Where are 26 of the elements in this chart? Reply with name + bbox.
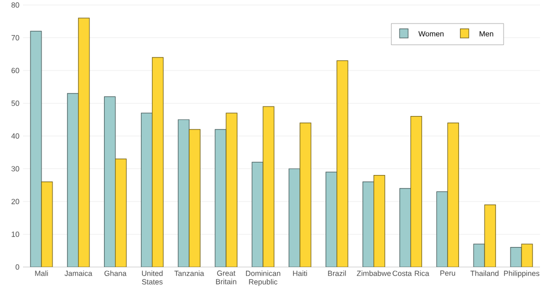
bar bbox=[484, 204, 496, 267]
bar bbox=[115, 158, 127, 267]
bar bbox=[30, 30, 42, 267]
bar bbox=[78, 18, 90, 267]
bar bbox=[226, 112, 238, 267]
bar bbox=[252, 162, 264, 267]
bar bbox=[67, 93, 79, 267]
bar bbox=[104, 96, 116, 267]
bar bbox=[214, 129, 226, 267]
bar bbox=[410, 116, 422, 267]
bar bbox=[152, 57, 164, 267]
bar bbox=[436, 191, 448, 267]
bar bbox=[140, 112, 153, 267]
bar bbox=[374, 175, 386, 267]
bar bbox=[326, 172, 338, 267]
bar bbox=[188, 129, 200, 267]
bar bbox=[178, 119, 190, 267]
bar bbox=[288, 168, 300, 267]
bar bbox=[447, 122, 459, 267]
bar bbox=[300, 122, 312, 267]
bar bbox=[362, 182, 374, 267]
bar bbox=[473, 244, 485, 267]
bar bbox=[262, 106, 274, 267]
bar bbox=[41, 182, 53, 267]
bar bbox=[399, 188, 412, 267]
bar bbox=[336, 60, 348, 267]
